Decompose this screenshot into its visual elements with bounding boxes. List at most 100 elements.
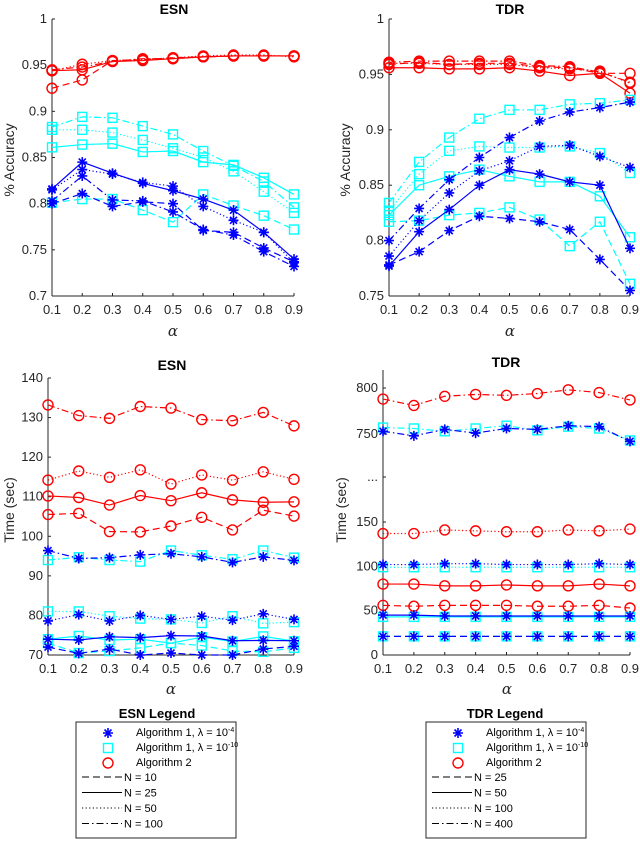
x-tick-label: 0.5	[497, 661, 515, 676]
data-point	[504, 104, 515, 116]
data-point	[166, 548, 176, 559]
data-point	[104, 644, 115, 655]
data-point	[288, 50, 300, 62]
data-point	[439, 558, 450, 569]
data-point	[257, 496, 269, 508]
esn-time-plot: 0.1 0.2 0.3 0.4 0.5 0.6 0.7 0.8 0.9 70 80 90 100 110 1…	[21, 370, 303, 676]
data-point	[624, 394, 636, 406]
esn-legend-items: Algorithm 1, λ = 10-4 Algorithm 1, λ = 10…	[82, 727, 238, 831]
data-point	[228, 230, 239, 241]
data-point	[258, 176, 269, 187]
data-point	[624, 580, 636, 592]
data-point	[167, 216, 179, 228]
data-point	[504, 155, 515, 166]
data-point	[76, 58, 88, 70]
series-line	[389, 62, 631, 84]
y-tick-label: 0.8	[366, 233, 384, 248]
data-point	[77, 111, 88, 123]
y-tick-label: 140	[21, 370, 43, 385]
data-point	[227, 650, 238, 660]
data-point	[444, 187, 455, 198]
data-point	[135, 549, 146, 560]
data-point	[107, 169, 118, 180]
series-line	[388, 145, 631, 212]
x-tick-label: 0.2	[405, 661, 423, 676]
x-tick-label: 0.9	[285, 302, 303, 317]
data-point	[258, 227, 269, 238]
tdr-accuracy-xlabel: α	[505, 322, 515, 340]
data-point	[196, 413, 208, 426]
tdr-time-plot: 0.1 0.2 0.3 0.4 0.5 0.6 0.7 0.8 0.9 0 50 100 150... 7…	[356, 370, 639, 676]
x-tick-label: 0.7	[223, 661, 241, 676]
data-point	[103, 499, 116, 511]
data-point	[73, 553, 84, 564]
data-point	[137, 177, 148, 188]
legend-label-sup: -10	[228, 742, 238, 749]
legend-marker-circle-icon	[102, 757, 114, 769]
series-line	[51, 55, 294, 89]
x-tick-label: 0.8	[254, 661, 272, 676]
data-point	[531, 387, 544, 400]
y-tick-label: ...	[367, 469, 378, 484]
data-point	[532, 631, 543, 642]
esn-time-title: ESN	[158, 357, 187, 373]
x-tick-label: 0.5	[164, 302, 182, 317]
x-tick-label: 0.9	[621, 661, 639, 676]
data-point	[500, 389, 513, 402]
data-point	[226, 415, 239, 427]
data-point	[439, 580, 451, 592]
data-point	[378, 559, 388, 570]
data-point	[625, 243, 635, 254]
data-point	[168, 181, 178, 192]
data-point	[408, 399, 420, 412]
data-point	[77, 164, 88, 175]
data-point	[624, 523, 636, 535]
plots-layer: 0.1 0.2 0.3 0.4 0.5 0.6 0.7 0.8 0.9 0.7 0.75 0.8 0.8…	[21, 11, 639, 676]
x-tick-label: 0.7	[559, 661, 577, 676]
data-point	[73, 648, 84, 659]
series-line	[382, 604, 631, 609]
data-point	[73, 507, 85, 520]
data-point	[167, 129, 179, 140]
data-point	[384, 261, 394, 272]
data-point	[228, 160, 239, 172]
data-point	[474, 141, 485, 152]
x-tick-label: 0.2	[73, 302, 91, 317]
data-point	[594, 558, 605, 569]
legend-label-sup: -10	[578, 742, 588, 749]
series-line	[388, 61, 630, 74]
data-point	[444, 174, 455, 185]
data-point	[474, 152, 485, 163]
data-point	[378, 426, 388, 437]
data-point	[443, 63, 455, 75]
x-tick-label: 0.8	[255, 302, 273, 317]
data-point	[414, 226, 425, 237]
data-point	[439, 599, 451, 612]
x-tick-label: 0.3	[103, 302, 121, 317]
data-point	[469, 580, 482, 592]
data-point	[444, 204, 455, 215]
esn-legend-title: ESN Legend	[119, 706, 196, 721]
data-point	[384, 235, 394, 246]
y-tick-label: 1	[40, 11, 47, 26]
legend-label: Algorithm 1, λ = 10-4	[486, 727, 584, 739]
data-point	[564, 140, 575, 151]
tdr-time-title: TDR	[492, 354, 521, 370]
legend-label: N = 50	[124, 803, 157, 815]
data-point	[289, 261, 299, 272]
data-point	[534, 104, 545, 116]
data-point	[168, 206, 178, 217]
series-line	[382, 425, 631, 442]
data-point	[107, 194, 118, 205]
data-point	[504, 142, 515, 153]
series-line	[388, 99, 631, 204]
data-point	[288, 207, 300, 219]
series-line	[47, 492, 295, 506]
data-point	[196, 631, 207, 642]
data-point	[135, 610, 146, 621]
data-point	[532, 610, 543, 621]
y-tick-label: 0.85	[22, 150, 47, 165]
data-point	[288, 473, 300, 486]
data-point	[104, 552, 115, 563]
y-tick-label: 750	[356, 426, 378, 441]
